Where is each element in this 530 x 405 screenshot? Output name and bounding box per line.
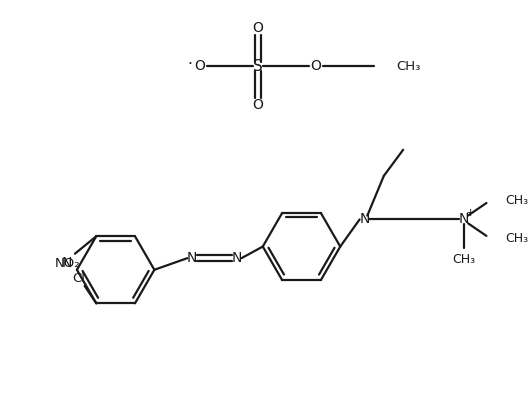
Text: CH₃: CH₃: [505, 232, 528, 245]
Text: CH₃: CH₃: [453, 253, 476, 266]
Text: ·: ·: [188, 57, 192, 72]
Text: S: S: [253, 59, 263, 74]
Text: O: O: [252, 21, 263, 35]
Text: CH₃: CH₃: [505, 194, 528, 207]
Text: CH₃: CH₃: [396, 60, 421, 73]
Text: O: O: [195, 60, 205, 73]
Text: O: O: [252, 98, 263, 112]
Text: N: N: [62, 256, 73, 271]
Text: N: N: [459, 213, 470, 226]
Text: Cl: Cl: [72, 272, 85, 285]
Text: N: N: [187, 251, 197, 265]
Text: N: N: [232, 251, 242, 265]
Text: N: N: [359, 213, 369, 226]
Text: +: +: [466, 208, 475, 217]
Text: NO₂: NO₂: [55, 257, 80, 270]
Text: O: O: [311, 60, 322, 73]
